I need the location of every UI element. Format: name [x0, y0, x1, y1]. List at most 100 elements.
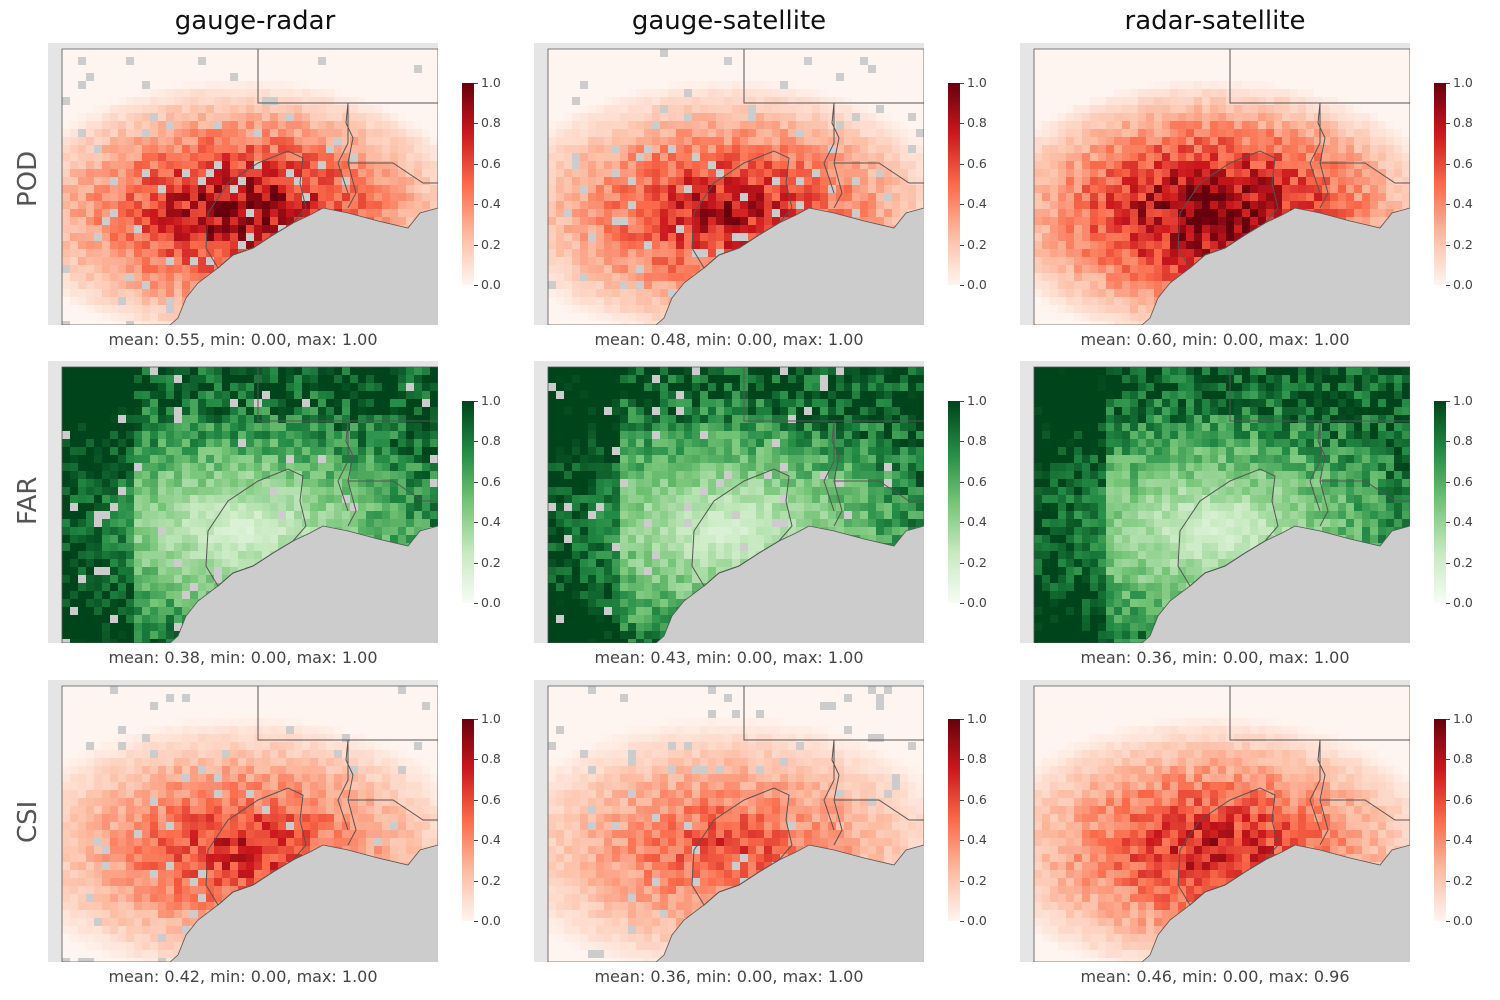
- panel-caption: mean: 0.38, min: 0.00, max: 1.00: [108, 648, 378, 667]
- panel-caption: mean: 0.48, min: 0.00, max: 1.00: [594, 330, 864, 349]
- colorbar-tickmark: [1446, 441, 1450, 443]
- colorbar-tickmark: [1446, 83, 1450, 84]
- colorbar-tick-label: 0.2: [1453, 554, 1473, 570]
- colorbar: [462, 83, 474, 285]
- coastline: [547, 48, 924, 325]
- colorbar-tick-label: 0.8: [1453, 433, 1473, 449]
- colorbar-tick-label: 1.0: [967, 711, 987, 726]
- colorbar-tickmark: [960, 123, 964, 125]
- map-svg: [61, 48, 438, 325]
- panel-caption: mean: 0.36, min: 0.00, max: 1.00: [1080, 648, 1350, 667]
- colorbar: [948, 83, 960, 285]
- map-boundary-line: [823, 740, 835, 831]
- colorbar-tickmark: [960, 522, 964, 524]
- colorbar-tickmark: [474, 603, 478, 604]
- panel-caption: mean: 0.55, min: 0.00, max: 1.00: [108, 330, 378, 349]
- colorbar-tick-label: 0.6: [967, 473, 987, 489]
- colorbar-tickmark: [474, 204, 478, 206]
- colorbar-tickmark: [1446, 880, 1450, 882]
- colorbar-tick-label: 0.6: [1453, 791, 1473, 807]
- colorbar-tickmark: [960, 441, 964, 443]
- colorbar-tick-label: 1.0: [1453, 393, 1473, 408]
- colorbar-tick-label: 0.2: [481, 554, 501, 570]
- map-panel-csi-gauge-radar: [48, 680, 438, 962]
- map-svg: [1033, 48, 1410, 325]
- map-boundary-line: [1229, 49, 1410, 104]
- colorbar-tickmark: [474, 840, 478, 842]
- colorbar-tick-label: 0.8: [481, 115, 501, 131]
- colorbar-tick-label: 0.2: [481, 872, 501, 888]
- colorbar-tickmark: [1446, 401, 1450, 402]
- coastline: [547, 366, 924, 643]
- colorbar-tickmark: [1446, 522, 1450, 524]
- map-svg: [61, 685, 438, 962]
- map-boundary-line: [1317, 420, 1329, 527]
- metric-field: [1034, 49, 1410, 325]
- colorbar-tick-label: 0.4: [1453, 514, 1473, 530]
- colorbar-tickmark: [474, 163, 478, 165]
- colorbar-tick-label: 0.4: [967, 196, 987, 212]
- colorbar-tickmark: [474, 522, 478, 524]
- colorbar-tickmark: [1446, 163, 1450, 165]
- colorbar-tick-label: 0.0: [1453, 913, 1473, 928]
- map-boundary-line: [348, 799, 438, 821]
- panel-caption: mean: 0.60, min: 0.00, max: 1.00: [1080, 330, 1350, 349]
- colorbar-tickmark: [1446, 204, 1450, 206]
- colorbar: [948, 719, 960, 921]
- colorbar-tickmark: [1446, 481, 1450, 483]
- map-boundary-line: [345, 102, 357, 209]
- colorbar-tick-label: 0.8: [1453, 115, 1473, 131]
- colorbar-tick-label: 0.2: [967, 872, 987, 888]
- colorbar-tickmark: [960, 481, 964, 483]
- map-boundary-line: [834, 162, 924, 184]
- coastline: [61, 685, 438, 962]
- map-panel-pod-gauge-satellite: [534, 43, 924, 325]
- colorbar-tick-label: 0.2: [1453, 872, 1473, 888]
- map-panel-far-gauge-radar: [48, 361, 438, 643]
- row-label-far: FAR: [13, 476, 43, 525]
- map-boundary-line: [831, 420, 843, 527]
- colorbar-tickmark: [474, 719, 478, 720]
- map-boundary-line: [1317, 102, 1329, 209]
- colorbar-tick-label: 0.0: [481, 913, 501, 928]
- colorbar-tickmark: [1446, 799, 1450, 801]
- colorbar: [948, 401, 960, 603]
- colorbar-tickmark: [474, 285, 478, 286]
- colorbar-tick-label: 0.2: [481, 236, 501, 252]
- colorbar-tick-label: 0.6: [481, 791, 501, 807]
- map-boundary-line: [1317, 739, 1329, 846]
- colorbar-tickmark: [474, 759, 478, 761]
- colorbar-tick-label: 0.4: [967, 832, 987, 848]
- colorbar-tickmark: [960, 880, 964, 882]
- map-boundary-line: [1320, 480, 1410, 502]
- colorbar-tickmark: [960, 719, 964, 720]
- colorbar-tickmark: [1446, 285, 1450, 286]
- colorbar-tick-label: 1.0: [967, 75, 987, 90]
- colorbar-tickmark: [960, 759, 964, 761]
- panel-caption: mean: 0.42, min: 0.00, max: 1.00: [108, 967, 378, 986]
- map-boundary-line: [1229, 686, 1410, 741]
- map-svg: [1033, 366, 1410, 643]
- map-svg: [1033, 685, 1410, 962]
- colorbar-tickmark: [1446, 840, 1450, 842]
- colorbar-tickmark: [474, 481, 478, 483]
- colorbar-tick-label: 1.0: [481, 75, 501, 90]
- colorbar-tickmark: [960, 603, 964, 604]
- colorbar-tick-label: 0.2: [967, 554, 987, 570]
- colorbar-tick-label: 0.0: [967, 277, 987, 292]
- colorbar-tick-label: 0.4: [481, 514, 501, 530]
- colorbar-tick-label: 0.8: [1453, 751, 1473, 767]
- colorbar: [462, 401, 474, 603]
- colorbar-tickmark: [1446, 921, 1450, 922]
- colorbar-tick-label: 0.4: [1453, 832, 1473, 848]
- colorbar-tickmark: [960, 401, 964, 402]
- colorbar-tick-label: 0.8: [967, 751, 987, 767]
- coastline: [547, 685, 924, 962]
- map-boundary-line: [337, 103, 349, 194]
- coastline: [61, 366, 438, 643]
- colorbar-tick-label: 0.8: [481, 433, 501, 449]
- colorbar-tickmark: [1446, 603, 1450, 604]
- colorbar-tick-label: 1.0: [1453, 75, 1473, 90]
- colorbar-tick-label: 0.2: [967, 236, 987, 252]
- map-boundary-line: [348, 162, 438, 184]
